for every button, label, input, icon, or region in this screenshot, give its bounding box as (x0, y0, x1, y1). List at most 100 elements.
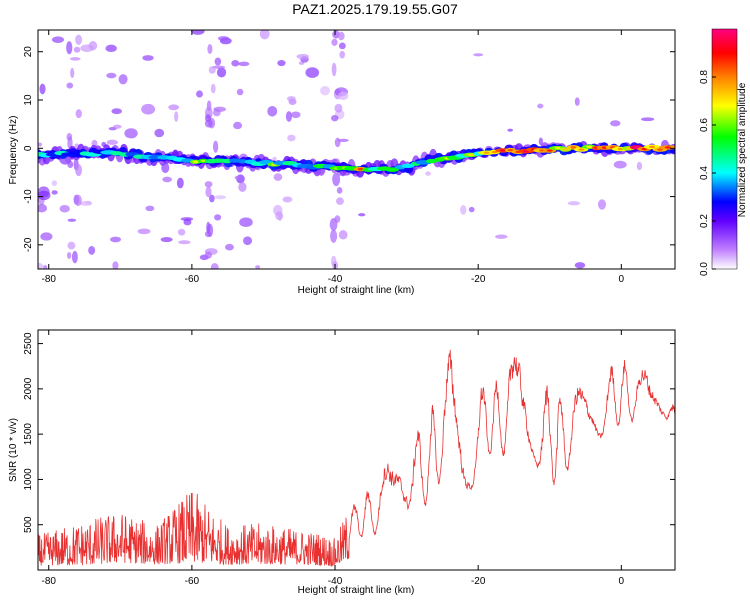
snr-x-tick-label: -40 (328, 576, 343, 587)
colorbar: 0.0 0.2 0.4 0.6 0.8 Normalized spectral ampl… (699, 28, 748, 276)
spectrogram-noise-blob (142, 55, 154, 61)
snr-y-tick-label: 2000 (23, 377, 34, 400)
spectrogram-noise-blob (233, 121, 243, 130)
snr-x-tick-label: 0 (619, 576, 625, 587)
spectrogram-ridge-peak (468, 153, 475, 157)
spectrogram-noise-blob (118, 74, 128, 85)
spectrogram-noise-blob (51, 36, 65, 44)
spectrogram-noise-blob (206, 221, 211, 234)
colorbar-tick-label: 0.2 (699, 214, 710, 228)
spectrogram-ridge-peak (625, 147, 632, 150)
spectrogram-noise-blob (208, 66, 216, 74)
spectrogram-noise-blob (205, 186, 212, 198)
spectrogram-noise-blob (154, 128, 165, 138)
spectrogram-noise-blob (39, 83, 46, 95)
colorbar-tick-label: 0.0 (699, 262, 710, 276)
spectrogram-noise-blob (332, 30, 340, 39)
spectrogram-noise-blob (204, 119, 213, 128)
spectrogram-ridge-peak (491, 150, 498, 154)
spectrogram-noise-blob (538, 137, 543, 146)
snr-x-tick-label: -80 (42, 576, 57, 587)
snr-x-label: Height of straight line (km) (298, 585, 415, 596)
spectrogram-noise-blob (214, 195, 227, 200)
spectrogram-y-tick-label: -10 (23, 189, 34, 204)
spectrogram-ridge-peak (586, 145, 593, 149)
spectrogram-noise-blob (567, 201, 581, 206)
colorbar-tick-label: 0.4 (699, 166, 710, 180)
spectrogram-noise-blob (214, 57, 222, 66)
spectrogram-noise-blob (162, 176, 172, 183)
snr-x-tick-label: -20 (471, 576, 486, 587)
spectrogram-noise-blob (243, 236, 253, 246)
spectrogram-noise-blob (255, 265, 261, 269)
spectrogram-ridge-peak (578, 148, 585, 151)
spectrogram-noise-blob (177, 228, 186, 236)
snr-frame (37, 329, 676, 571)
spectrogram-noise-blob (574, 97, 580, 106)
spectrogram-noise-blob (79, 201, 93, 206)
spectrogram-noise-blob (239, 217, 253, 228)
spectrogram-ridge-peak (664, 146, 671, 149)
colorbar-tick-label: 0.8 (699, 70, 710, 84)
spectrogram-x-label: Height of straight line (km) (298, 285, 415, 296)
spectrogram-noise-blob (66, 41, 73, 55)
spectrogram-noise-blob (43, 264, 48, 269)
spectrogram-noise-blob (40, 232, 53, 241)
snr-y-tick-label: 1000 (23, 468, 34, 491)
snr-y-tick-label: 500 (23, 516, 34, 533)
spectrogram-frame (37, 29, 676, 270)
spectrogram-y-tick-label: 0 (23, 145, 34, 151)
spectrogram-ridge-peak (546, 149, 553, 152)
spectrogram-noise-blob (71, 250, 78, 264)
spectrogram-noise-blob (204, 230, 212, 238)
spectrogram-noise-blob (66, 251, 72, 259)
spectrogram-noise-blob (275, 211, 284, 221)
spectrogram-noise-blob (217, 36, 230, 41)
spectrogram-noise-blob (338, 230, 348, 240)
spectrogram-noise-blob (212, 65, 226, 69)
spectrogram-noise-blob (267, 106, 278, 117)
spectrogram-x-tick-label: 0 (619, 274, 625, 285)
spectrogram-x-tick-label: -60 (185, 274, 200, 285)
spectrogram-noise-blob (214, 214, 222, 221)
spectrogram-ridge-peak (483, 151, 490, 154)
spectrogram-x-tick-label: -20 (471, 274, 486, 285)
snr-y-label: SNR (10 * v/v) (8, 418, 19, 482)
spectrogram-noise-blob (183, 218, 192, 226)
spectrogram-y-tick-label: -20 (23, 237, 34, 252)
spectrogram-noise-blob (287, 134, 296, 142)
spectrogram-noise-blob (67, 241, 76, 250)
spectrogram-noise-blob (38, 262, 44, 269)
spectrogram-noise-blob (320, 85, 330, 96)
spectrogram-noise-blob (636, 161, 643, 171)
spectrogram-noise-blob (191, 30, 205, 35)
spectrogram-ridge-peak (656, 148, 663, 151)
snr-series-line (38, 349, 675, 567)
spectrogram-noise-blob (537, 103, 544, 109)
spectrogram-noise-blob (80, 44, 94, 53)
spectrogram-noise-blob (106, 139, 119, 145)
spectrogram-noise-blob (160, 236, 173, 243)
chart-title: PAZ1.2025.179.19.55.G07 (292, 1, 458, 17)
spectrogram-y-tick-label: 10 (23, 94, 34, 106)
spectrogram-noise-blob (331, 114, 339, 122)
spectrogram-x-tick-label: -80 (42, 274, 57, 285)
spectrogram-noise-blob (238, 182, 247, 192)
spectrogram-noise-blob (207, 43, 213, 54)
spectrogram-noise-blob (358, 213, 366, 217)
spectrogram-noise-blob (38, 190, 51, 201)
spectrogram-noise-blob (38, 204, 48, 213)
snr-panel: -80 -60 -40 -20 0 500 1000 1500 2000 2500 Height… (8, 329, 676, 596)
spectrogram-ridge-peak (554, 146, 561, 150)
spectrogram-noise-blob (106, 72, 117, 79)
spectrogram-y-label: Frequency (Hz) (8, 116, 19, 185)
spectrogram-noise-blob (272, 156, 277, 162)
spectrogram-ridge-core (385, 167, 400, 172)
spectrogram-ridge-peak (507, 148, 514, 152)
snr-y-tick-label: 2500 (23, 332, 34, 355)
spectrogram-noise-blob (105, 44, 117, 53)
spectrogram-noise-blob (38, 142, 43, 147)
spectrogram-noise-blob (112, 261, 119, 269)
spectrogram-noise-blob (339, 50, 346, 59)
